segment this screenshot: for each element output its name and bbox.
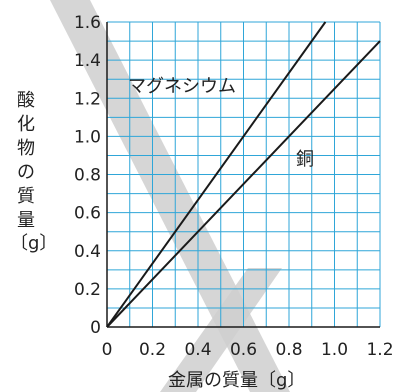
x-tick-labels: 0 0.2 0.4 0.6 0.8 1.0 1.2	[102, 340, 394, 360]
x-tick-label: 0.6	[230, 340, 257, 360]
y-axis-label-char: 酸	[17, 90, 35, 111]
x-tick-label: 0.2	[139, 340, 166, 360]
y-axis-unit: 〔g〕	[10, 233, 57, 254]
y-tick-label: 1.4	[74, 51, 101, 71]
series-label-copper: 銅	[296, 149, 314, 170]
y-tick-labels: 0 0.2 0.4 0.6 0.8 1.0 1.2 1.4 1.6	[74, 13, 101, 338]
series-line-0	[106, 21, 327, 328]
x-axis-label: 金属の質量〔g〕	[168, 370, 305, 391]
y-tick-label: 1.2	[74, 89, 101, 109]
series-lines	[106, 21, 381, 328]
y-tick-label: 0	[90, 318, 101, 338]
y-tick-label: 0.6	[74, 204, 101, 224]
x-tick-label: 0	[102, 340, 113, 360]
y-axis-label-char: 化	[17, 114, 35, 135]
grid	[106, 21, 381, 328]
y-tick-label: 0.2	[74, 280, 101, 300]
y-tick-label: 0.4	[74, 242, 101, 262]
y-axis-label-char: 量	[17, 210, 35, 231]
x-tick-label: 1.2	[366, 340, 393, 360]
watermark-stroke-2	[160, 268, 282, 392]
y-tick-label: 1.0	[74, 127, 101, 147]
series-line-1	[106, 40, 381, 328]
axes	[106, 22, 380, 328]
x-tick-label: 1.0	[321, 340, 348, 360]
y-tick-label: 0.8	[74, 166, 101, 186]
x-tick-label: 0.8	[275, 340, 302, 360]
y-axis-label-char: 物	[17, 138, 35, 159]
y-axis-label-char: の	[17, 162, 35, 183]
series-label-magnesium: マグネシウム	[128, 76, 236, 97]
y-tick-label: 1.6	[74, 13, 101, 33]
y-axis-label-char: 質	[17, 186, 35, 207]
x-tick-label: 0.4	[184, 340, 211, 360]
